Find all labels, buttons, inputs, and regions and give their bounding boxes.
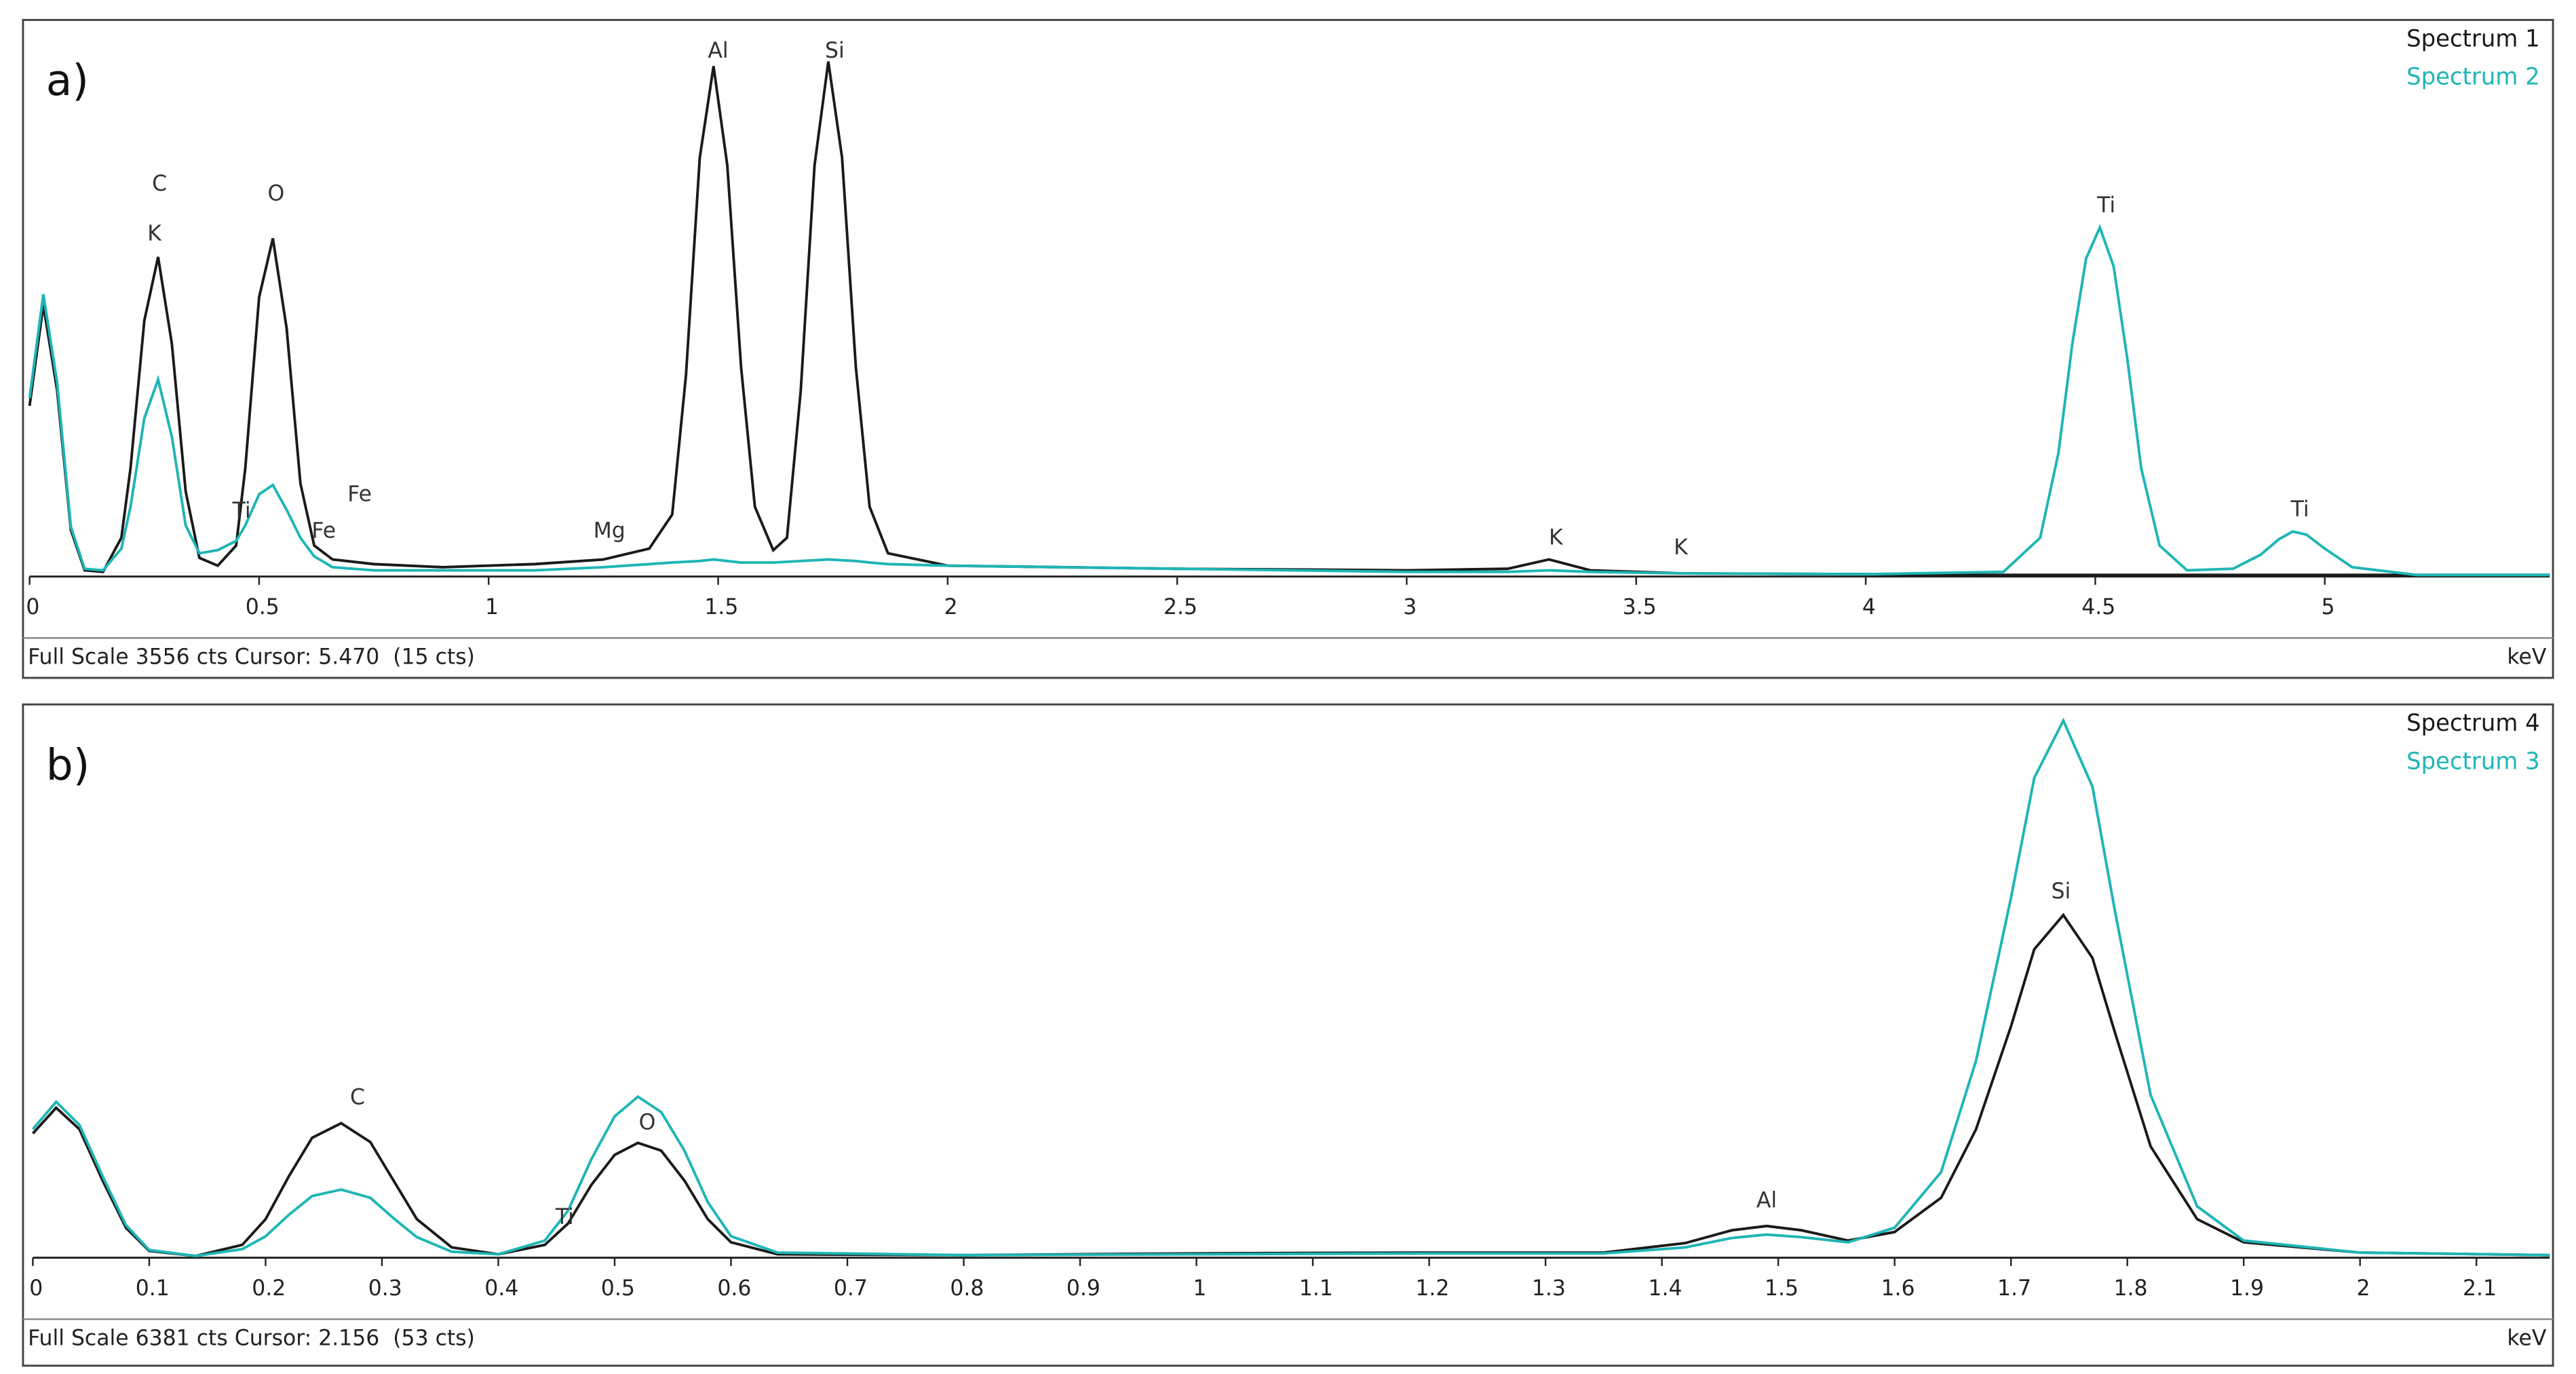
peak-label: Ti — [2096, 193, 2115, 218]
x-tick-label: 1 — [485, 595, 499, 619]
peak-label: O — [268, 181, 285, 206]
peak-label: K — [1549, 525, 1564, 550]
footer-text: Full Scale 3556 cts Cursor: 5.470 (15 ct… — [28, 645, 475, 670]
x-tick-label: 2 — [944, 595, 958, 619]
x-tick-label: 2.1 — [2463, 1276, 2497, 1301]
x-tick-label: 1 — [1193, 1276, 1206, 1301]
x-tick-label: 0.7 — [834, 1276, 868, 1301]
x-tick-label: 5 — [2322, 595, 2335, 619]
peak-label: Si — [825, 39, 845, 63]
x-axis-unit: keV — [2507, 645, 2546, 670]
spectrum-line — [28, 224, 2550, 577]
x-tick-label: 2.5 — [1164, 595, 1197, 619]
x-tick-label: 1.2 — [1415, 1276, 1449, 1301]
peak-label: Al — [1756, 1188, 1777, 1213]
x-tick-label: 1.1 — [1299, 1276, 1333, 1301]
peak-label: Al — [708, 39, 728, 63]
x-tick-label: 0.6 — [717, 1276, 751, 1301]
peak-label: K — [1674, 535, 1689, 560]
x-tick-label: 3 — [1403, 595, 1417, 619]
spectrum-line — [32, 913, 2550, 1258]
x-tick-label: 0.8 — [950, 1276, 984, 1301]
x-tick-label: 1.6 — [1881, 1276, 1915, 1301]
x-tick-label: 0 — [26, 595, 39, 619]
x-tick-label: 4.5 — [2081, 595, 2115, 619]
legend-entry: Spectrum 3 — [2406, 748, 2540, 775]
peak-label: C — [350, 1085, 365, 1109]
peak-label: Ti — [2290, 497, 2309, 522]
x-tick-label: 1.4 — [1648, 1276, 1682, 1301]
x-tick-label: 1.5 — [1765, 1276, 1799, 1301]
x-tick-label: 3.5 — [1623, 595, 1657, 619]
x-tick-label: 1.9 — [2230, 1276, 2264, 1301]
x-tick-label: 1.8 — [2113, 1276, 2147, 1301]
peak-label: O — [639, 1110, 656, 1134]
peak-label: K — [147, 221, 162, 246]
x-tick-label: 1.7 — [1997, 1276, 2031, 1301]
panel-label: a) — [46, 55, 89, 105]
panel-label: b) — [46, 740, 90, 790]
peak-label: C — [152, 172, 167, 196]
legend-entry: Spectrum 4 — [2406, 710, 2540, 737]
footer-text: Full Scale 6381 cts Cursor: 2.156 (53 ct… — [28, 1326, 475, 1350]
peak-label: Ti — [232, 499, 251, 523]
x-tick-label: 0.3 — [368, 1276, 402, 1301]
panel-frame — [22, 18, 2554, 679]
x-tick-label: 0.5 — [601, 1276, 635, 1301]
x-axis-unit: keV — [2507, 1326, 2546, 1350]
x-tick-label: 4 — [1862, 595, 1876, 619]
legend-entry: Spectrum 2 — [2406, 63, 2540, 90]
spectrum-line — [31, 717, 2550, 1258]
x-tick-label: 1.3 — [1532, 1276, 1566, 1301]
peak-label: Fe — [347, 482, 372, 507]
peak-label: Si — [2052, 879, 2071, 904]
spectrum-line — [28, 61, 2550, 577]
panel-frame — [22, 703, 2554, 1367]
x-tick-label: 0 — [29, 1276, 43, 1301]
peak-label: Ti — [555, 1205, 574, 1229]
x-tick-label: 0.1 — [136, 1276, 170, 1301]
x-tick-label: 1.5 — [704, 595, 738, 619]
legend-entry: Spectrum 1 — [2406, 25, 2540, 52]
x-tick-label: 0.5 — [246, 595, 280, 619]
x-tick-label: 0.2 — [252, 1276, 286, 1301]
x-tick-label: 0.4 — [484, 1276, 518, 1301]
peak-label: Fe — [311, 518, 336, 543]
x-tick-label: 2 — [2357, 1276, 2370, 1301]
x-tick-label: 0.9 — [1066, 1276, 1100, 1301]
peak-label: Mg — [594, 518, 626, 543]
